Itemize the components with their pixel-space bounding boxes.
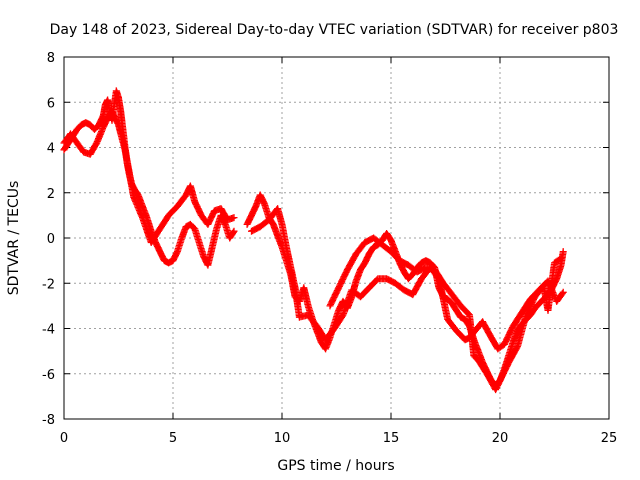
- x-tick-labels: 0 5 10 15 20 25: [60, 431, 617, 446]
- y-tick-label: 8: [47, 51, 55, 66]
- y-tick-label: -4: [42, 323, 55, 338]
- chart-title: Day 148 of 2023, Sidereal Day-to-day VTE…: [50, 22, 619, 38]
- data-points: [60, 87, 567, 394]
- data-point: [556, 255, 564, 263]
- axis-ticks: [63, 56, 610, 420]
- x-tick-label: 0: [60, 431, 68, 446]
- y-tick-label: -6: [42, 368, 55, 383]
- y-tick-label: 6: [47, 96, 55, 111]
- data-point: [557, 254, 565, 262]
- grid: [64, 57, 609, 419]
- data-point: [559, 248, 567, 256]
- data-point: [230, 214, 238, 222]
- y-axis-label: SDTVAR / TECUs: [6, 181, 22, 296]
- y-tick-label: 4: [47, 142, 55, 157]
- y-tick-label: -8: [42, 413, 55, 428]
- y-tick-label: 2: [47, 187, 55, 202]
- x-axis-label: GPS time / hours: [277, 458, 394, 474]
- x-tick-label: 5: [169, 431, 177, 446]
- data-point: [229, 228, 237, 236]
- data-point: [559, 288, 567, 296]
- x-tick-label: 10: [274, 431, 291, 446]
- y-tick-label: -2: [42, 277, 55, 292]
- y-tick-label: 0: [47, 232, 55, 247]
- x-tick-label: 25: [601, 431, 618, 446]
- y-tick-labels: -8 -6 -4 -2 0 2 4 6 8: [42, 51, 55, 428]
- data-point: [230, 227, 238, 235]
- data-point: [558, 290, 566, 298]
- x-tick-label: 15: [383, 431, 400, 446]
- x-tick-label: 20: [492, 431, 509, 446]
